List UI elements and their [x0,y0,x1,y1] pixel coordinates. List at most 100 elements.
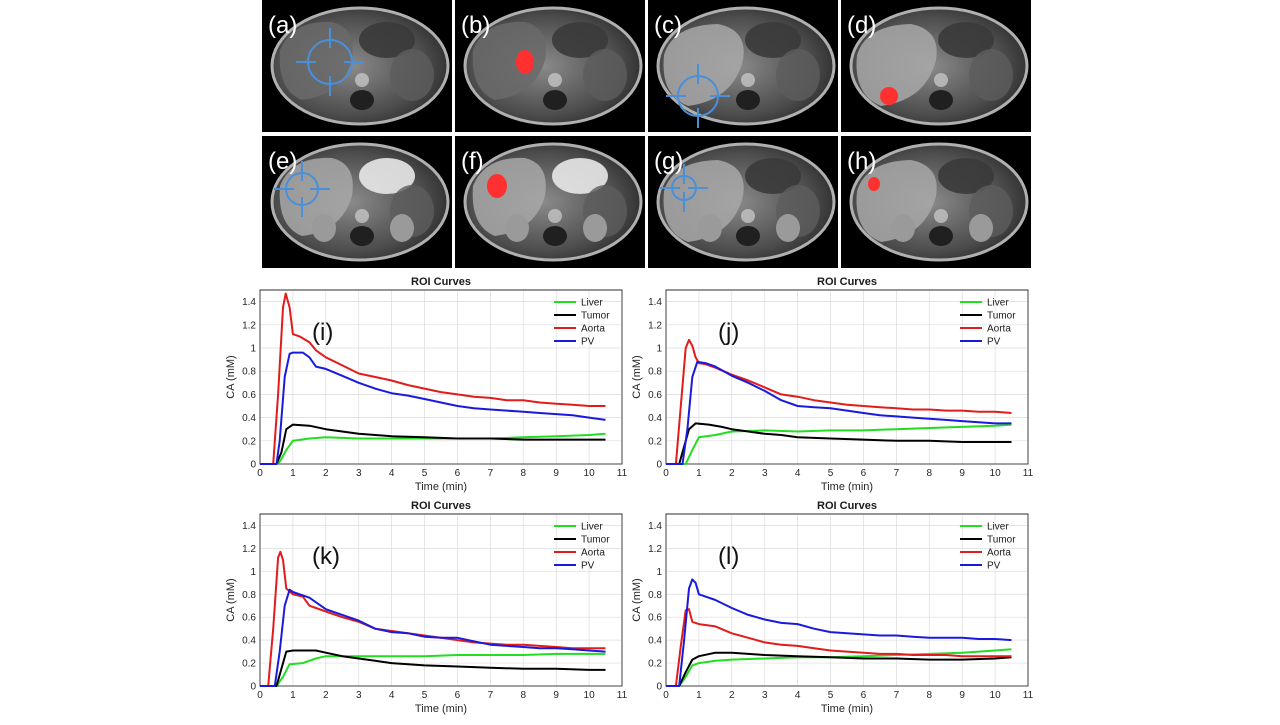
legend-label: Liver [987,298,1009,309]
liver-region [856,24,937,106]
series-line-tumor [260,423,606,465]
series-line-liver [260,432,606,465]
x-tick-label: 1 [696,468,702,479]
legend-label: Tumor [987,311,1016,322]
roi-chart-j: 0 1 2 3 4 5 6 7 8 9 10 11 0 0.2 0.4 0.6 0.8 1 1.2 1.4 ROI Cu… [628,272,1038,498]
y-tick-label: 0.2 [648,436,662,447]
x-tick-label: 7 [894,468,900,479]
tumor-roi-mask [516,50,534,74]
y-tick-label: 1 [250,344,256,355]
crosshair-marker [666,64,730,128]
y-tick-label: 0.4 [242,413,256,424]
y-tick-label: 0.6 [648,613,662,624]
mri-panel-c: (c) [648,0,838,132]
y-tick-label: 1 [656,344,662,355]
legend-label: PV [987,561,1001,572]
series-line-aorta [260,292,606,465]
x-tick-label: 2 [323,468,329,479]
mri-slice-image [656,142,836,262]
x-tick-label: 0 [257,690,263,701]
tumor-roi-mask [868,177,880,191]
x-tick-label: 6 [861,690,867,701]
y-tick-label: 1 [656,567,662,578]
chart-legend: Liver Tumor Aorta PV [960,298,1016,348]
legend-label: PV [581,337,595,348]
x-tick-label: 1 [290,690,296,701]
crosshair-marker [274,161,330,217]
x-tick-label: 6 [455,690,461,701]
x-axis-label: Time (min) [415,703,467,715]
y-tick-label: 0.8 [648,590,662,601]
x-tick-label: 10 [990,690,1002,701]
x-tick-label: 8 [926,468,932,479]
mri-panel-a: (a) [262,0,452,132]
liver-region [663,24,744,106]
series-line-aorta [666,338,1012,465]
chart-title: ROI Curves [817,276,877,288]
liver-region [472,21,546,100]
x-tick-label: 4 [389,468,395,479]
roi-chart-k: 0 1 2 3 4 5 6 7 8 9 10 11 0 0.2 0.4 0.6 0.8 1 1.2 1.4 ROI Cu… [222,496,632,720]
mri-panel-f: (f) [455,136,645,268]
x-tick-label: 3 [356,690,362,701]
tumor-roi-mask [880,87,898,105]
mri-slice-image [270,142,450,262]
chart-panel-label: (k) [312,543,340,570]
panel-label: (h) [847,148,877,175]
y-tick-label: 0.4 [242,636,256,647]
panel-label: (c) [654,12,682,39]
roi-chart-l: 0 1 2 3 4 5 6 7 8 9 10 11 0 0.2 0.4 0.6 0.8 1 1.2 1.4 ROI Cu… [628,496,1038,720]
x-tick-label: 0 [663,468,669,479]
x-tick-label: 6 [455,468,461,479]
panel-label: (f) [461,148,484,175]
x-tick-label: 10 [584,468,596,479]
legend-label: Liver [581,522,603,533]
x-tick-label: 8 [926,690,932,701]
y-tick-label: 0 [656,460,662,471]
legend-label: Aorta [581,324,605,335]
chart-panel-label: (i) [312,319,333,346]
mri-panel-e: (e) [262,136,452,268]
legend-label: Liver [987,522,1009,533]
y-tick-label: 0.2 [242,436,256,447]
x-tick-label: 8 [520,690,526,701]
series-line-aorta [666,608,1012,687]
y-tick-label: 0.4 [648,413,662,424]
x-tick-label: 3 [762,690,768,701]
series-line-tumor [666,651,1012,687]
x-axis-label: Time (min) [821,703,873,715]
mri-slice-image [849,142,1029,262]
series-line-pv [666,360,1012,465]
x-tick-label: 11 [1023,468,1034,479]
x-tick-label: 9 [553,468,559,479]
legend-label: Tumor [987,535,1016,546]
y-tick-label: 0.6 [242,390,256,401]
x-tick-label: 11 [617,690,628,701]
x-tick-label: 10 [990,468,1002,479]
x-tick-label: 7 [488,468,494,479]
crosshair-marker [296,28,364,96]
mri-image-grid: (a) (b) (c) (d) (e) (f) (g) (h) [262,0,1032,268]
x-tick-label: 0 [663,690,669,701]
y-tick-label: 0.6 [648,390,662,401]
mri-slice-image [463,6,643,126]
panel-label: (e) [268,148,298,175]
legend-label: Aorta [987,548,1011,559]
y-tick-label: 0 [250,682,256,693]
x-tick-label: 3 [762,468,768,479]
series-line-tumor [666,422,1012,465]
mri-panel-h: (h) [841,136,1031,268]
x-tick-label: 1 [290,468,296,479]
y-tick-label: 0 [656,682,662,693]
y-tick-label: 1.2 [242,544,256,555]
chart-panel-label: (j) [718,319,739,346]
y-tick-label: 0.8 [242,367,256,378]
x-axis-label: Time (min) [821,481,873,493]
x-tick-label: 4 [795,690,801,701]
x-tick-label: 7 [894,690,900,701]
mri-panel-b: (b) [455,0,645,132]
series-line-pv [260,351,606,465]
x-tick-label: 5 [422,690,428,701]
y-tick-label: 0.2 [242,659,256,670]
tumor-roi-mask [487,174,507,198]
